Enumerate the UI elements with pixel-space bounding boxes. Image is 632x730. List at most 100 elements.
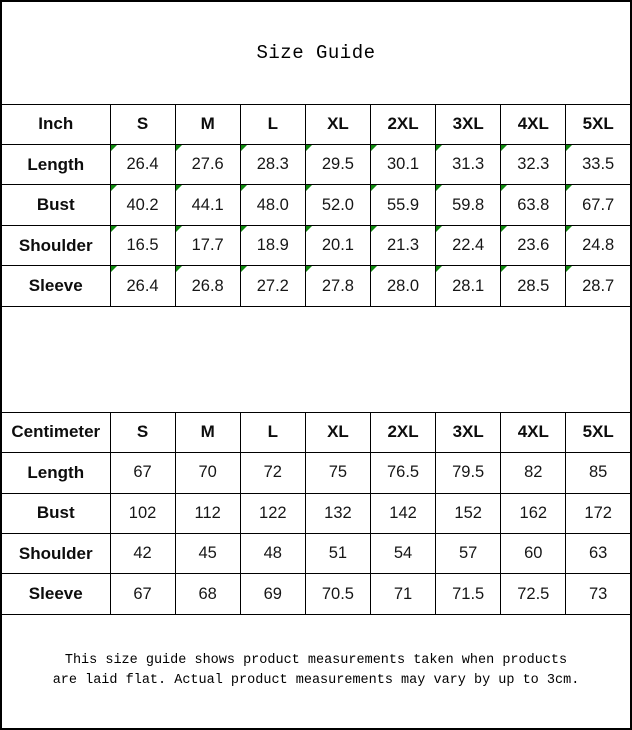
measurement-value: 122 — [259, 503, 287, 522]
measurement-row: Bust 102 112 122 132 142 152 162 172 — [0, 492, 632, 534]
measurement-value: 63.8 — [517, 195, 550, 214]
measurement-value-cell: 32.3 — [500, 143, 567, 186]
measurement-value: 27.2 — [256, 276, 289, 295]
measurement-value-cell: 24.8 — [565, 224, 632, 267]
measurement-value-cell: 67 — [109, 452, 176, 494]
measurement-value-cell: 33.5 — [565, 143, 632, 186]
measurement-value: 112 — [194, 503, 221, 522]
measurement-value: 22.4 — [452, 236, 485, 255]
cell-corner-flag-icon — [501, 266, 508, 273]
measurement-value-cell: 27.8 — [304, 265, 372, 307]
cell-corner-flag-icon — [241, 145, 247, 151]
measurement-value-cell: 71 — [369, 573, 437, 615]
size-column-header: 5XL — [565, 103, 632, 145]
cell-corner-flag-icon — [566, 185, 573, 192]
measurement-value-cell: 132 — [304, 492, 372, 534]
measurement-value: 48 — [263, 544, 282, 563]
cell-corner-flag-icon — [436, 266, 443, 273]
measurement-value-cell: 42 — [109, 532, 176, 575]
size-column-header: XL — [304, 411, 372, 454]
measurement-value-cell: 40.2 — [109, 184, 176, 226]
measurement-value: 44.1 — [191, 195, 224, 214]
size-column-header: 2XL — [369, 411, 437, 454]
measurement-value: 28.7 — [582, 276, 615, 295]
cell-corner-flag-icon — [371, 266, 377, 273]
cell-corner-flag-icon — [176, 145, 182, 151]
measurement-value: 28.0 — [387, 276, 420, 295]
measurement-value: 28.3 — [256, 155, 289, 174]
measurement-value-cell: 26.4 — [109, 265, 176, 307]
measurement-value-cell: 29.5 — [304, 143, 372, 186]
measurement-value-cell: 172 — [565, 492, 632, 534]
measurement-value-cell: 28.5 — [500, 265, 567, 307]
measurement-value: 33.5 — [582, 155, 615, 174]
measurement-value-cell: 26.4 — [109, 143, 176, 186]
cell-corner-flag-icon — [111, 185, 117, 192]
measurement-value: 132 — [324, 503, 352, 522]
measurement-value: 67 — [133, 584, 152, 603]
measurement-value: 75 — [328, 463, 348, 482]
centimeter-table-body: Centimeter S M L XL 2XL 3XL 4XL 5XL Length 67 70 72 7… — [0, 411, 632, 615]
measurement-value-cell: 23.6 — [500, 224, 567, 267]
cell-corner-flag-icon — [176, 226, 182, 232]
measurement-value-cell: 63.8 — [500, 184, 567, 226]
size-column-header: 3XL — [435, 411, 502, 454]
measurement-value: 18.9 — [256, 236, 289, 255]
inch-table-body: Inch S M L XL 2XL 3XL 4XL 5XL Length 26.4 27.6 28.3 2… — [0, 103, 632, 307]
measurement-value: 152 — [454, 503, 482, 522]
measurement-value: 55.9 — [387, 195, 420, 214]
cell-corner-flag-icon — [111, 226, 117, 232]
measurement-value: 67.7 — [582, 195, 615, 214]
size-column-header: S — [109, 103, 176, 145]
table-spacer — [0, 305, 632, 413]
cell-corner-flag-icon — [566, 226, 573, 232]
measurement-value-cell: 162 — [500, 492, 567, 534]
measurement-value-cell: 31.3 — [435, 143, 502, 186]
measurement-value: 27.6 — [191, 155, 224, 174]
measurement-value: 21.3 — [387, 236, 420, 255]
measurement-value-cell: 48.0 — [239, 184, 306, 226]
measurement-value-cell: 20.1 — [304, 224, 372, 267]
measurement-value-cell: 57 — [435, 532, 502, 575]
measurement-value: 51 — [328, 544, 348, 563]
measurement-value: 31.3 — [452, 155, 485, 174]
cell-corner-flag-icon — [111, 266, 117, 273]
measurement-label: Shoulder — [0, 532, 111, 575]
measurement-value-cell: 28.1 — [435, 265, 502, 307]
measurement-value-cell: 16.5 — [109, 224, 176, 267]
measurement-value-cell: 75 — [304, 452, 372, 494]
measurement-value: 82 — [524, 463, 543, 482]
cell-corner-flag-icon — [436, 226, 443, 232]
footer-note: This size guide shows product measuremen… — [0, 613, 632, 730]
measurement-value: 26.4 — [126, 155, 159, 174]
measurement-value-cell: 76.5 — [369, 452, 437, 494]
size-column-header: 3XL — [435, 103, 502, 145]
measurement-value-cell: 27.6 — [174, 143, 241, 186]
measurement-value-cell: 82 — [500, 452, 567, 494]
measurement-value: 59.8 — [452, 195, 485, 214]
measurement-value: 68 — [198, 584, 217, 603]
cell-corner-flag-icon — [501, 226, 508, 232]
cell-corner-flag-icon — [306, 226, 312, 232]
measurement-row: Length 26.4 27.6 28.3 29.5 30.1 31.3 32.3 33.5 — [0, 143, 632, 186]
measurement-value-cell: 63 — [565, 532, 632, 575]
size-column-header: 5XL — [565, 411, 632, 454]
measurement-value-cell: 79.5 — [435, 452, 502, 494]
size-column-header: S — [109, 411, 176, 454]
cell-corner-flag-icon — [306, 266, 312, 273]
measurement-value: 28.5 — [517, 276, 550, 295]
measurement-value: 71.5 — [452, 584, 485, 603]
cell-corner-flag-icon — [501, 185, 508, 192]
measurement-value: 72.5 — [517, 584, 550, 603]
measurement-value: 63 — [589, 544, 608, 563]
measurement-value-cell: 152 — [435, 492, 502, 534]
footer-note-line: are laid flat. Actual product measuremen… — [52, 673, 580, 689]
measurement-value-cell: 44.1 — [174, 184, 241, 226]
cell-corner-flag-icon — [176, 185, 182, 192]
measurement-value: 142 — [389, 503, 417, 522]
measurement-value: 79.5 — [452, 463, 485, 482]
measurement-value-cell: 28.7 — [565, 265, 632, 307]
measurement-row: Sleeve 26.4 26.8 27.2 27.8 28.0 28.1 28.5 28.7 — [0, 265, 632, 307]
footer-note-line: This size guide shows product measuremen… — [64, 653, 568, 669]
